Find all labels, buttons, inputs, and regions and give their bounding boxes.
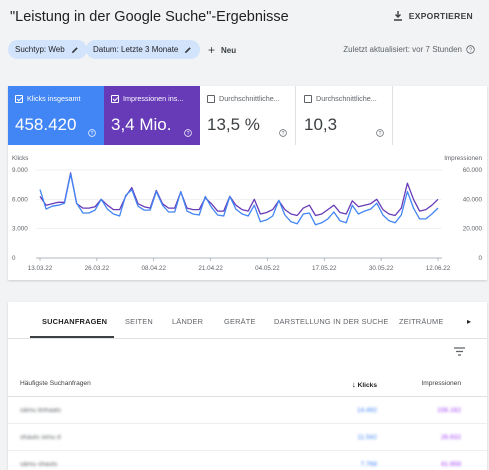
page-title: "Leistung in der Google Suche"-Ergebniss… [10,9,289,25]
clicks-cell: 11.542 [357,434,377,441]
table-row[interactable]: sämu shauts 7.768 41.658 [8,451,487,470]
last-updated: Zuletzt aktualisiert: vor 7 Stunden ? [343,45,475,54]
help-icon[interactable]: ? [184,129,192,137]
tab-search-appearance[interactable]: DARSTELLUNG IN DER SUCHE [274,317,389,326]
impressions-cell: 26.632 [440,434,461,441]
y-right-tick-label: 60.000 [463,167,483,174]
sort-down-arrow-icon: ↓ [351,380,356,389]
metric-label: Durchschnittliche... [219,94,280,103]
download-icon [393,11,402,21]
tab-pages[interactable]: SEITEN [125,317,153,326]
checkbox-checked-icon [15,94,23,103]
checkbox-unchecked-icon [207,94,215,103]
tabs-scroll-right-icon[interactable]: ▸ [466,317,471,326]
tab-devices[interactable]: GERÄTE [224,317,256,326]
svg-text:?: ? [282,131,285,137]
y-right-tick-label: 40.000 [463,196,483,203]
date-label: Datum: Letzte 3 Monate [93,45,179,54]
new-filter-button[interactable]: + Neu [208,43,236,57]
date-chip[interactable]: Datum: Letzte 3 Monate [86,40,201,59]
column-header-clicks[interactable]: ↓ Klicks [352,380,377,389]
active-tab-indicator [30,336,114,338]
export-button[interactable]: EXPORTIEREN [393,11,473,21]
metric-value: 3,4 Mio. [111,115,172,134]
export-label: EXPORTIEREN [408,11,473,21]
query-cell: sämu tinhaats [20,407,62,414]
search-type-label: Suchtyp: Web [15,45,65,54]
metric-label: Durchschnittliche... [316,94,377,103]
metric-value: 13,5 % [207,115,260,134]
impressions-cell: 156.162 [437,407,461,414]
checkbox-unchecked-icon [304,94,312,103]
clicks-cell: 14.492 [356,407,377,414]
x-tick-label: 08.04.22 [141,265,166,272]
top-bar: "Leistung in der Google Suche"-Ergebniss… [0,0,489,36]
filter-bar: Suchtyp: Web Datum: Letzte 3 Monate + Ne… [0,40,489,62]
metric-label: Klicks insgesamt [27,94,81,103]
y-right-tick-label: 20.000 [463,226,483,233]
svg-text:?: ? [469,48,472,54]
metric-value: 10,3 [304,115,338,134]
tab-dates[interactable]: ZEITRÄUME [399,317,444,326]
search-type-chip[interactable]: Suchtyp: Web [8,40,87,59]
clicks-cell: 7.768 [360,461,377,468]
checkbox-checked-icon [111,94,119,103]
y-right-tick-label: 0 [478,255,482,262]
performance-chart-card: Klicks insgesamt 458.420 ? Impressionen … [8,86,487,280]
performance-line-chart: Klicks Impressionen 9.000 60.000 6.000 40.000… [12,155,483,272]
y-left-tick-label: 9.000 [12,167,28,174]
column-header-impressions[interactable]: Impressionen [421,380,461,387]
left-axis-title: Klicks [12,155,28,162]
svg-text:?: ? [187,131,190,137]
query-cell: sämu shauts [20,461,58,468]
query-cell: shauts simu d [20,434,61,441]
x-tick-label: 12.06.22 [426,265,451,272]
table-row[interactable]: shauts simu d 11.542 26.632 [8,424,487,451]
filter-icon[interactable] [454,347,465,356]
x-tick-label: 30.05.22 [369,265,394,272]
column-header-clicks-label: Klicks [357,382,377,389]
impressions-cell: 41.658 [440,461,461,468]
dimensions-table-card: SUCHANFRAGEN SEITEN LÄNDER GERÄTE DARSTE… [8,302,487,470]
impressions-series-line [39,172,439,217]
metric-label: Impressionen ins... [123,94,184,103]
x-tick-label: 21.04.22 [198,265,223,272]
x-tick-label: 17.05.22 [312,265,337,272]
y-left-tick-label: 0 [12,255,16,262]
metric-average-position[interactable]: Durchschnittliche... 10,3 ? [297,86,393,145]
new-label: Neu [221,45,237,55]
y-left-tick-label: 6.000 [12,196,28,203]
x-tick-label: 26.03.22 [85,265,110,272]
table-row[interactable]: sämu tinhaats 14.492 156.162 [8,397,487,424]
edit-icon [71,46,78,53]
svg-text:?: ? [91,131,94,137]
metric-average-ctr[interactable]: Durchschnittliche... 13,5 % ? [200,86,296,145]
help-icon[interactable]: ? [466,45,475,54]
right-axis-title: Impressionen [444,155,482,162]
svg-text:?: ? [379,131,382,137]
tab-queries[interactable]: SUCHANFRAGEN [42,317,108,326]
x-tick-label: 13.03.22 [28,265,53,272]
tab-countries[interactable]: LÄNDER [172,317,204,326]
edit-icon [185,46,192,53]
help-icon[interactable]: ? [279,129,287,137]
plus-icon: + [208,43,216,57]
metric-total-impressions[interactable]: Impressionen ins... 3,4 Mio. ? [104,86,200,145]
help-icon[interactable]: ? [376,129,384,137]
x-tick-label: 04.05.22 [255,265,280,272]
metric-total-clicks[interactable]: Klicks insgesamt 458.420 ? [8,86,104,145]
column-header-queries[interactable]: Häufigste Suchanfragen [20,380,91,387]
y-left-tick-label: 3.000 [12,226,28,233]
help-icon[interactable]: ? [88,129,96,137]
clicks-series-line [39,173,439,226]
dimension-tabs: SUCHANFRAGEN SEITEN LÄNDER GERÄTE DARSTE… [8,302,487,339]
table-header: Häufigste Suchanfragen ↓ Klicks Impressi… [8,367,487,397]
last-updated-text: Zuletzt aktualisiert: vor 7 Stunden [343,45,462,54]
metric-value: 458.420 [15,115,77,134]
